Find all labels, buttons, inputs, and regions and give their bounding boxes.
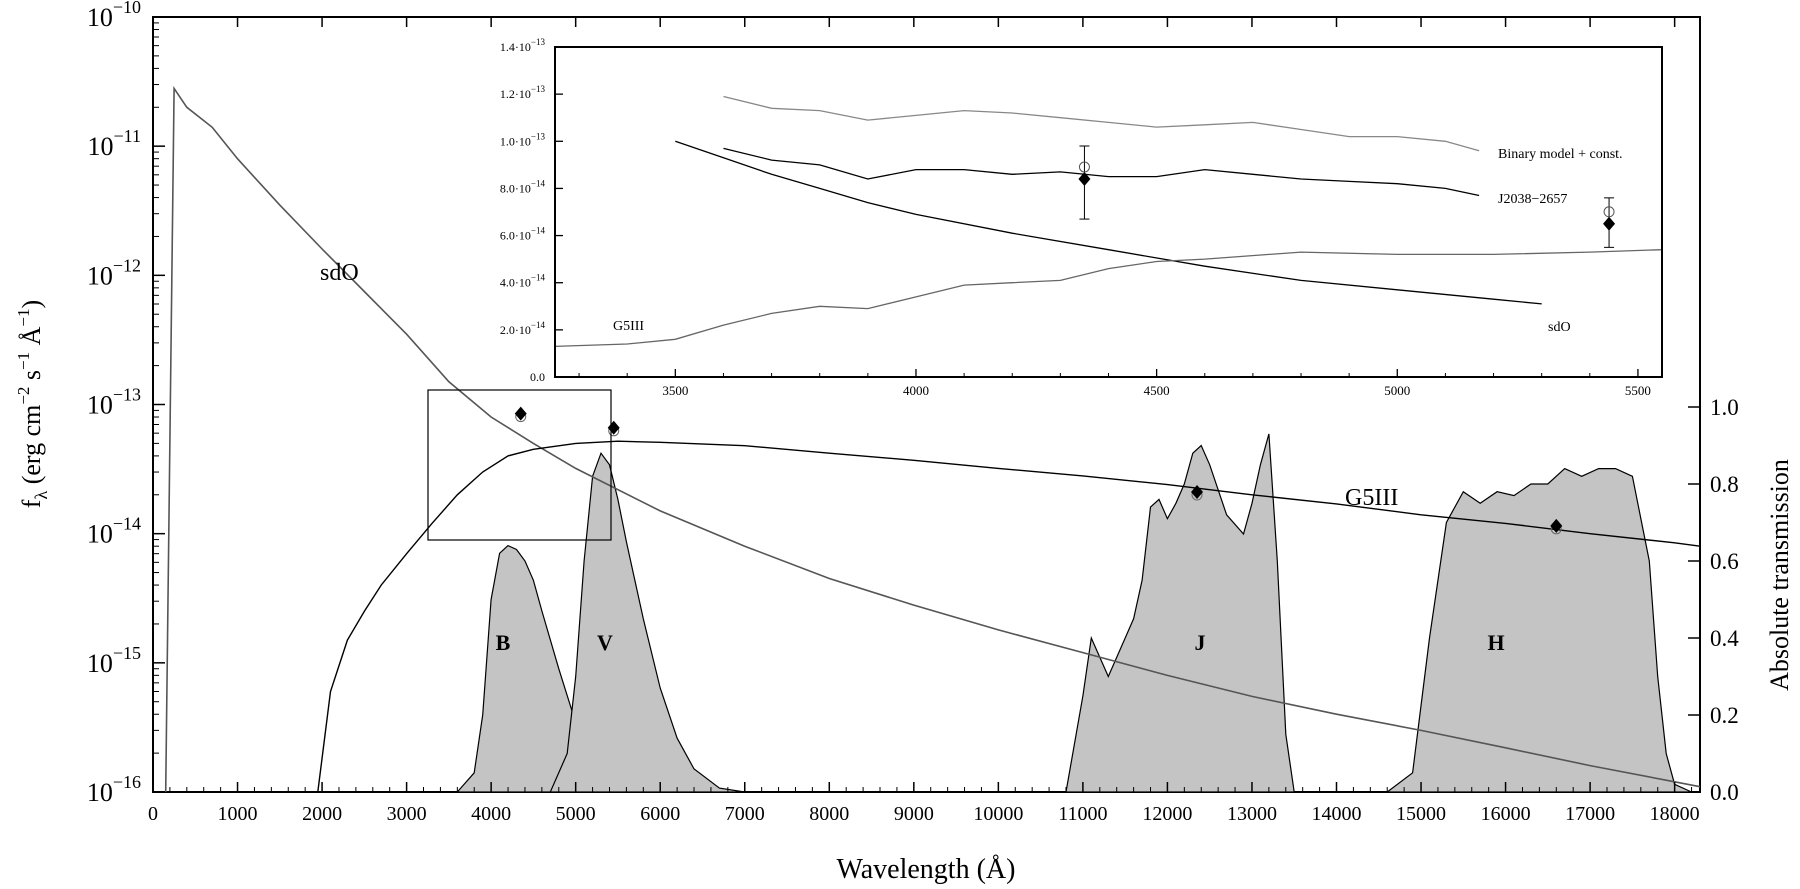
main-axes-ticks: 0 1000 2000 3000 4000 5000 6000 7000 8000 9000 100… [87,0,1739,825]
x-tick-label: 8000 [809,803,849,825]
inset-y-tick-label: 2.0·10−14 [500,320,546,337]
x-tick-label: 1000 [218,803,258,825]
y-tick-label: 10−10 [87,0,141,32]
y-tick-label: 10−14 [87,514,141,549]
x-tick-label: 17000 [1565,803,1615,825]
label-sdO: sdO [320,260,359,286]
x-tick-label: 14000 [1311,803,1361,825]
inset-photometry-point-1 [1603,216,1616,231]
filter-curve-H [1385,467,1692,793]
inset-spectrum-g5iii [554,249,1663,348]
x-tick-label: 5000 [556,803,596,825]
y2-axis-label: Absolute transmission [1765,459,1794,691]
x-tick-label: 9000 [894,803,934,825]
inset-spectrum-j2038-2657 [723,147,1480,197]
filter-curve-J [1065,433,1295,793]
spectrum-sdo [164,85,1701,793]
photometry-point-3 [1550,518,1563,533]
main-plot [164,85,1701,793]
y2-tick-label: 1.0 [1710,395,1739,420]
label-filter-V: V [597,630,613,655]
y2-tick-label: 0.6 [1710,549,1739,574]
x-tick-label: 11000 [1058,803,1107,825]
inset-x-tick-label: 3500 [662,383,688,398]
x-tick-label: 18000 [1650,803,1700,825]
y-axis-label: fλ (erg cm−2 s−1 Å−1) [14,300,51,508]
x-tick-label: 3000 [387,803,427,825]
inset-label-G5III: G5III [613,319,644,334]
label-filter-J: J [1195,630,1206,655]
filter-curve-V [549,451,745,793]
x-tick-label: 0 [148,803,158,825]
inset-y-tick-label: 8.0·10−14 [500,178,546,195]
y-tick-label: 10−15 [87,643,141,678]
x-tick-label: 12000 [1142,803,1192,825]
spectrum-g5iii [317,440,1701,793]
inset-y-tick-label: 1.0·10−13 [500,131,546,148]
x-tick-label: 15000 [1396,803,1446,825]
inset-y-tick-label: 1.2·10−13 [500,84,546,101]
inset-y-tick-label: 6.0·10−14 [500,226,546,243]
inset-y-tick-label: 0.0 [530,370,545,384]
y2-tick-label: 0.8 [1710,472,1739,497]
inset-x-tick-label: 4000 [903,383,929,398]
inset-plot [554,95,1663,348]
inset-spectrum-sdo [675,140,1542,305]
inset-x-tick-label: 5500 [1625,383,1651,398]
x-tick-label: 6000 [640,803,680,825]
inset-y-tick-label: 4.0·10−14 [500,273,546,290]
y-tick-label: 10−12 [87,255,141,290]
inset-x-tick-label: 4500 [1144,383,1170,398]
inset-label-object: J2038−2657 [1498,192,1567,207]
x-tick-label: 10000 [973,803,1023,825]
inset-axes-ticks: 3500 4000 4500 5000 5500 0.0 2.0·10−14 4.0·10−1… [500,37,1651,398]
inset-spectrum-binary-model-const- [723,95,1480,152]
zoom-region-box [427,389,612,541]
label-filter-B: B [496,630,511,655]
inset-y-tick-label: 1.4·10−13 [500,37,546,54]
x-tick-label: 4000 [471,803,511,825]
inset-x-tick-label: 5000 [1384,383,1410,398]
x-tick-label: 7000 [725,803,765,825]
y2-tick-label: 0.2 [1710,703,1739,728]
inset-label-binary: Binary model + const. [1498,147,1623,162]
inset-background [555,47,1662,377]
y-tick-label: 10−13 [87,385,141,420]
label-filter-H: H [1487,630,1504,655]
y2-tick-label: 0.0 [1710,780,1739,805]
photometry-point-2 [1191,485,1204,500]
x-axis-label: Wavelength (Å) [837,854,1016,885]
inset-label-sdO: sdO [1548,320,1571,335]
x-tick-label: 13000 [1227,803,1277,825]
photometry-point-0 [514,406,527,421]
y2-tick-label: 0.4 [1710,626,1739,651]
inset-photometry-point-0 [1078,172,1091,186]
x-tick-label: 16000 [1481,803,1531,825]
x-tick-label: 2000 [302,803,342,825]
y-tick-label: 10−11 [88,126,141,161]
y-tick-label: 10−16 [87,772,141,807]
label-G5III: G5III [1345,485,1398,511]
